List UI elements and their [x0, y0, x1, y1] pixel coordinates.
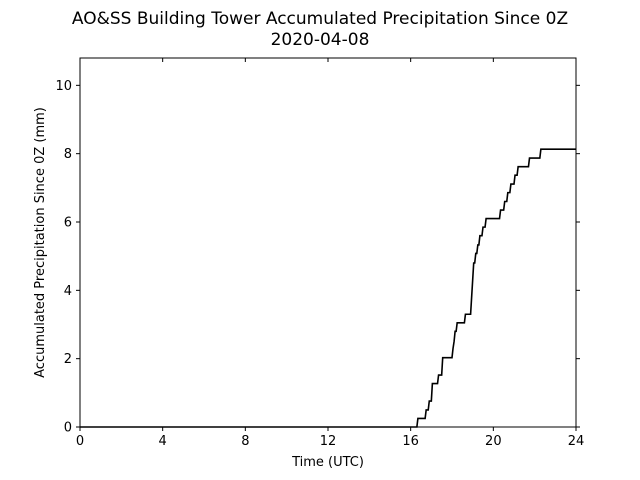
y-tick-label: 8 — [64, 147, 72, 162]
x-tick-label: 4 — [159, 434, 167, 449]
x-tick-label: 0 — [76, 434, 84, 449]
chart-title: AO&SS Building Tower Accumulated Precipi… — [72, 9, 568, 29]
y-tick-label: 4 — [64, 284, 72, 299]
y-axis-label: Accumulated Precipitation Since 0Z (mm) — [33, 107, 48, 378]
x-tick-label: 8 — [241, 434, 249, 449]
chart-marks — [80, 148, 576, 428]
x-tick-label: 24 — [568, 434, 585, 449]
y-tick-label: 6 — [64, 216, 72, 231]
series-line-0 — [80, 148, 576, 428]
x-tick-label: 16 — [402, 434, 419, 449]
x-axis-label: Time (UTC) — [291, 455, 364, 470]
chart-subtitle: 2020-04-08 — [271, 30, 370, 50]
y-axis: 0 2 4 6 8 10 — [55, 79, 580, 436]
x-tick-label: 20 — [485, 434, 502, 449]
x-tick-label: 12 — [320, 434, 337, 449]
x-axis: 0 4 8 12 16 20 24 — [76, 58, 584, 449]
plot-frame — [79, 57, 577, 428]
y-tick-label: 2 — [64, 352, 72, 367]
y-tick-label: 10 — [55, 79, 72, 94]
y-tick-label: 0 — [64, 421, 72, 436]
